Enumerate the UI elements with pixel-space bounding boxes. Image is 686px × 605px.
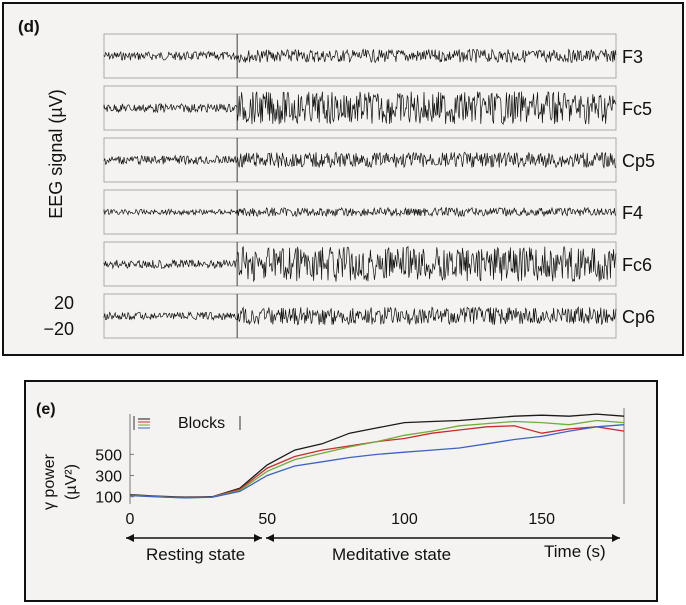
x-tick-label: 100	[391, 511, 418, 528]
scale-bottom-label: −20	[43, 319, 74, 339]
eeg-trace-cp5	[103, 151, 617, 169]
channel-label-cp6: Cp6	[622, 307, 655, 327]
panel-e-label: (e)	[36, 401, 56, 418]
time-axis-label: Time (s)	[544, 542, 606, 561]
channel-label-fc5: Fc5	[622, 99, 652, 119]
y-tick-label: 500	[95, 447, 122, 464]
gamma-power-panel-e: (e) Blocks γ power (µV²) 100 300 500 0 50 100…	[24, 380, 658, 602]
legend-blocks-label: Blocks	[178, 415, 225, 432]
panel-e-ylabel-line2: (µV²)	[63, 464, 80, 500]
panel-e-ylabel-line1: γ power	[41, 453, 58, 510]
channel-label-f3: F3	[622, 47, 643, 67]
channel-label-f4: F4	[622, 203, 643, 223]
eeg-trace-fc6	[103, 245, 617, 283]
channel-label-fc6: Fc6	[622, 255, 652, 275]
y-tick-label: 100	[95, 490, 122, 507]
panel-d-label: (d)	[18, 17, 40, 36]
gamma-power-svg: (e) Blocks γ power (µV²) 100 300 500 0 50 100…	[36, 401, 625, 564]
eeg-trace-cp6	[103, 306, 617, 326]
panel-d-ylabel: EEG signal (µV)	[46, 89, 66, 218]
x-tick-label: 150	[528, 511, 555, 528]
gamma-series-line-2	[129, 425, 625, 499]
x-tick-label: 50	[258, 511, 276, 528]
legend: Blocks	[133, 415, 241, 432]
eeg-trace-fc5	[103, 91, 617, 125]
state-arrows: Resting state Meditative state Time (s)	[126, 534, 620, 564]
eeg-panel-d: (d) EEG signal (µV) 20 −20 F3 Fc5 Cp5 F4 Fc6…	[2, 2, 684, 356]
eeg-trace-f3	[103, 48, 617, 64]
y-tick-label: 300	[95, 469, 122, 486]
gamma-series-line-4	[129, 424, 625, 499]
meditative-state-label: Meditative state	[332, 545, 451, 564]
channel-label-cp5: Cp5	[622, 151, 655, 171]
scale-top-label: 20	[54, 293, 74, 313]
resting-state-label: Resting state	[146, 545, 245, 564]
x-tick-label: 0	[126, 511, 135, 528]
eeg-channel-box-fc6	[103, 241, 617, 287]
eeg-traces-svg: (d) EEG signal (µV) 20 −20 F3 Fc5 Cp5 F4 Fc6…	[18, 17, 655, 339]
eeg-trace-f4	[103, 206, 617, 218]
